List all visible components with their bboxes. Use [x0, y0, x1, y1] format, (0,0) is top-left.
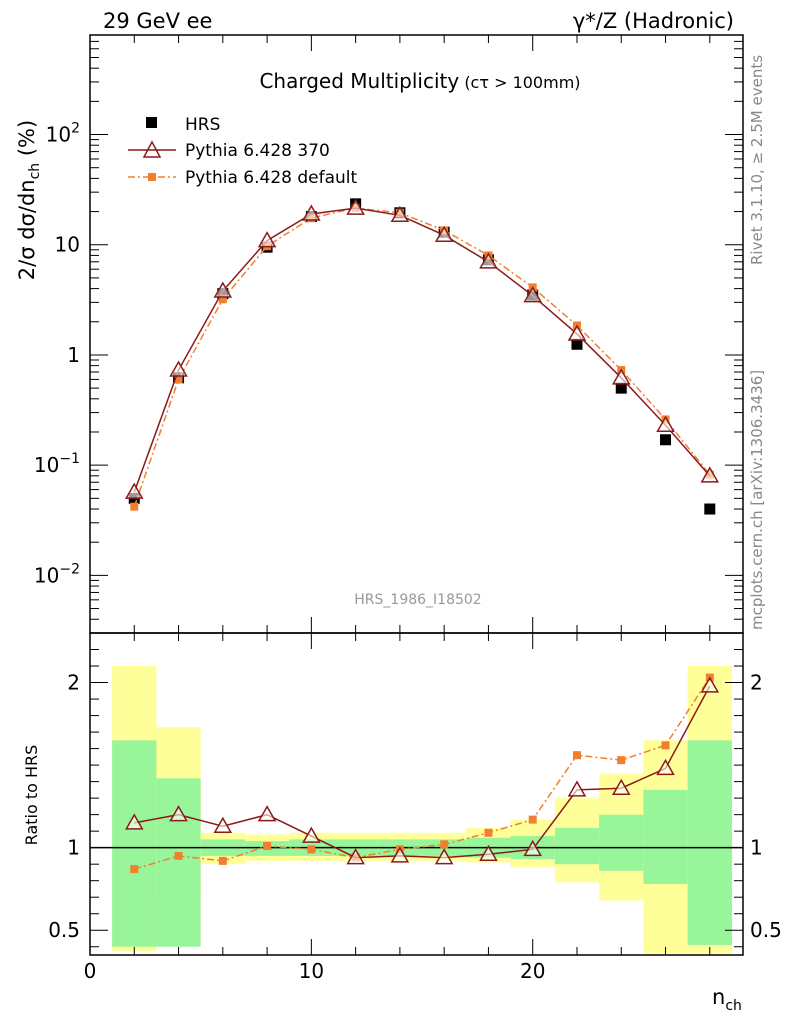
- main-pythia370-point: [124, 482, 144, 499]
- x-axis-label-sub: ch: [725, 998, 742, 1014]
- ratio-y-axis-label: Ratio to HRS: [22, 745, 41, 846]
- legend-marker-pythia-default: [148, 173, 156, 181]
- main-pythia370-line: [133, 207, 711, 493]
- ratio-band-inner: [156, 778, 201, 947]
- x-tick-label: 20: [520, 959, 545, 983]
- ratio-pythia370-point: [390, 846, 410, 863]
- main-pythia370-point: [390, 205, 410, 223]
- ratio-pythia370-point: [169, 805, 188, 822]
- main-pythia370-point: [213, 281, 233, 298]
- main-pythia-default-point: [218, 295, 227, 304]
- ratio-pythia370-point: [700, 676, 720, 693]
- legend-label-hrs: HRS: [185, 115, 220, 135]
- ratio-pythia370-point: [346, 848, 365, 865]
- ratio-band-inner: [643, 789, 688, 884]
- ratio-band-inner: [554, 827, 600, 865]
- rivet-label: Rivet 3.1.10, ≥ 2.5M events: [748, 55, 766, 265]
- ratio-pythia-default-point: [617, 756, 626, 765]
- legend-label-pythia-default: Pythia 6.428 default: [185, 168, 358, 188]
- ratio-pythia370-point: [434, 848, 454, 865]
- ratio-tick-label-right: 0.5: [750, 918, 782, 942]
- ratio-pythia370-point: [302, 826, 321, 843]
- main-pythia370-point: [479, 252, 498, 269]
- ratio-pythia370-point: [656, 758, 675, 776]
- ratio-pythia370-point: [124, 813, 144, 830]
- legend-label-pythia370: Pythia 6.428 370: [185, 141, 330, 161]
- y-axis-label-main: 2/σ dσ/dn: [15, 179, 39, 280]
- y-tick-label: 10: [55, 233, 80, 257]
- ratio-pythia-default-point: [572, 751, 581, 760]
- main-pythia-default-line: [133, 207, 711, 507]
- main-pythia370-point: [523, 286, 543, 303]
- ratio-pythia370-point: [611, 778, 631, 795]
- ratio-pythia370-line: [134, 685, 711, 859]
- ratio-band-inner: [687, 740, 732, 946]
- y-tick-label: 1: [67, 343, 80, 367]
- y-tick-label: 102: [46, 121, 80, 147]
- ratio-plot-frame: [89, 632, 744, 956]
- main-pythia-default-point: [130, 502, 139, 511]
- header-left: 29 GeV ee: [103, 9, 212, 33]
- x-tick-label: 0: [84, 959, 97, 983]
- ratio-tick-label-right: 2: [750, 671, 763, 695]
- main-hrs-point: [615, 382, 627, 394]
- y-axis-label: 2/σ dσ/dnch (%): [15, 120, 43, 280]
- ratio-pythia370-point: [567, 780, 587, 797]
- main-pythia370-point: [611, 368, 631, 385]
- ratio-pythia370-point: [257, 805, 277, 822]
- main-hrs-point: [704, 503, 716, 515]
- main-pythia370-point: [434, 225, 454, 242]
- header-right: γ*/Z (Hadronic): [573, 9, 734, 33]
- mcplots-label: mcplots.cern.ch [arXiv:1306.3436]: [748, 370, 766, 630]
- ratio-pythia-default-point: [307, 845, 316, 854]
- main-pythia370-point: [700, 466, 720, 483]
- main-pythia370-point: [656, 415, 675, 433]
- ratio-tick-label-left: 0.5: [48, 918, 80, 942]
- main-pythia370-point: [302, 204, 321, 221]
- legend-marker-hrs: [146, 117, 157, 128]
- chart-title: Charged Multiplicity (cτ > 100mm): [259, 69, 580, 93]
- x-axis-label: nch: [712, 985, 742, 1014]
- main-pythia370-point: [346, 198, 365, 215]
- ratio-band-inner: [112, 740, 157, 947]
- main-pythia-default-point: [174, 375, 183, 384]
- y-tick-label: 10−2: [34, 561, 80, 587]
- ratio-pythia-default-point: [661, 741, 670, 750]
- main-pythia370-point: [169, 360, 188, 377]
- chart-title-main: Charged Multiplicity: [259, 69, 459, 93]
- ratio-pythia-default-point: [484, 828, 493, 837]
- ratio-band-inner: [599, 814, 644, 871]
- main-hrs-point: [660, 434, 672, 446]
- ratio-tick-label-left: 1: [67, 836, 80, 860]
- y-tick-label: 10−1: [34, 451, 80, 477]
- x-tick-label: 10: [299, 959, 324, 983]
- chart-title-suffix: (cτ > 100mm): [464, 73, 580, 92]
- legend-marker-pythia370: [142, 140, 162, 158]
- ratio-pythia-default-point: [174, 851, 183, 860]
- y-axis-label-unit: (%): [15, 120, 39, 163]
- main-pythia370-point: [567, 324, 587, 341]
- ratio-tick-label-left: 2: [67, 671, 80, 695]
- ratio-pythia-default-point: [528, 815, 537, 824]
- ratio-pythia370-point: [213, 816, 233, 833]
- ratio-pythia370-point: [479, 844, 498, 862]
- ratio-pythia370-point: [523, 839, 543, 857]
- x-axis-label-main: n: [712, 985, 725, 1009]
- ratio-pythia-default-point: [218, 856, 227, 865]
- analysis-id: HRS_1986_I18502: [354, 592, 481, 608]
- y-axis-label-sub: ch: [27, 163, 43, 180]
- ratio-pythia-default-point: [440, 840, 449, 849]
- legend: HRS Pythia 6.428 370 Pythia 6.428 defaul…: [128, 115, 358, 188]
- main-hrs-point: [571, 338, 583, 350]
- ratio-tick-label-right: 1: [750, 836, 763, 860]
- ratio-pythia-default-point: [130, 865, 139, 874]
- ratio-pythia-default-point: [263, 842, 272, 851]
- main-pythia370-point: [257, 231, 277, 248]
